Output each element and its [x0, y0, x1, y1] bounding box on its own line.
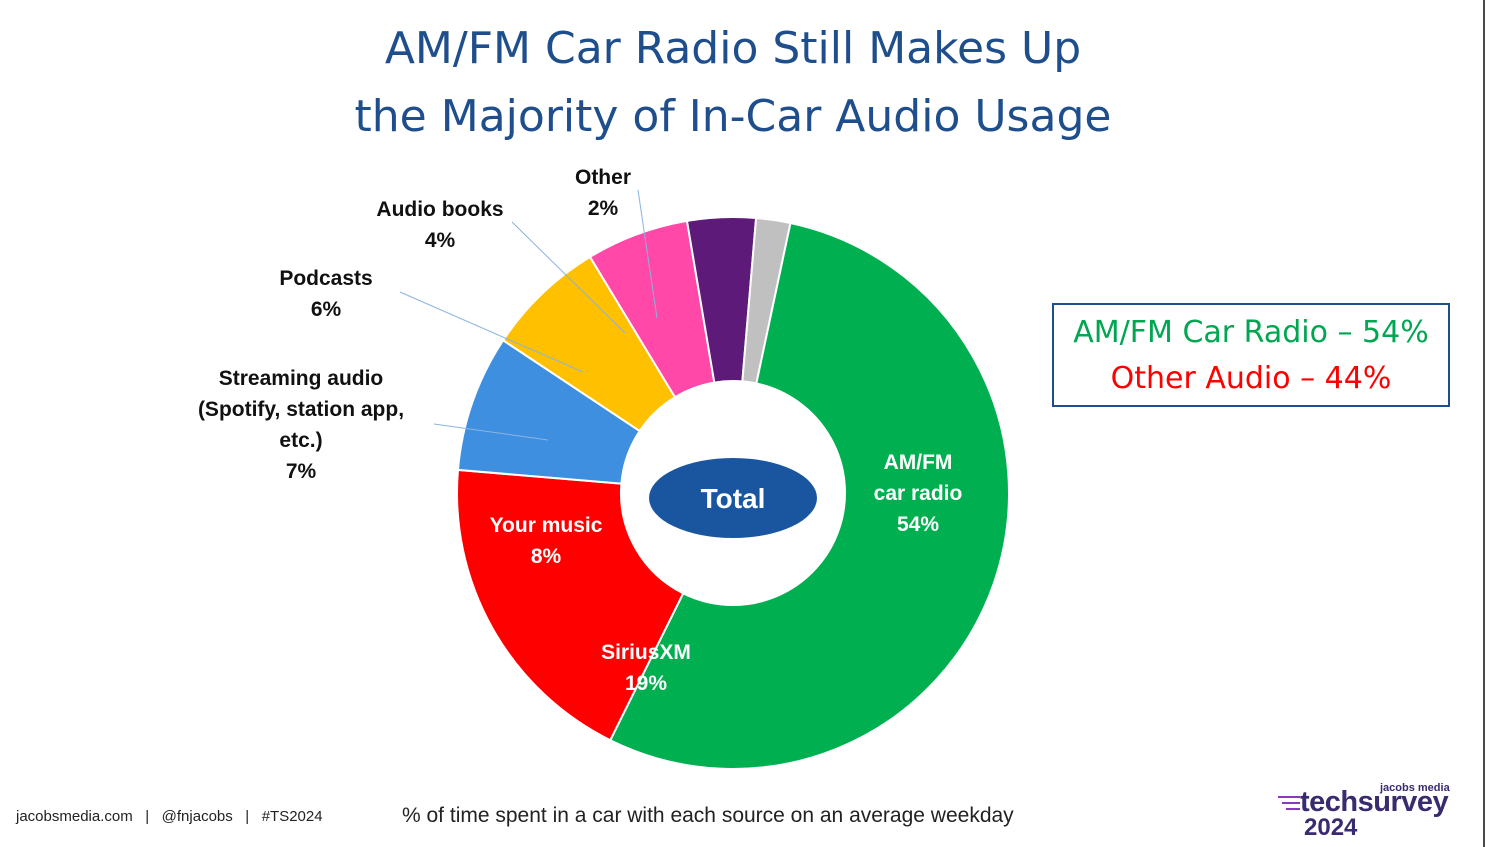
slide-edge-line	[1483, 0, 1485, 847]
slide-title-line1: AM/FM Car Radio Still Makes Up	[384, 23, 1082, 74]
callout-other-line: Other Audio – 44%	[1110, 361, 1392, 396]
slice-label-2-line-0: Your music	[490, 514, 603, 537]
footer-website[interactable]: jacobsmedia.com	[16, 808, 133, 825]
footer-sep-2: |	[245, 808, 250, 825]
slice-label-5-line-1: 4%	[425, 229, 456, 252]
leader-line-5	[511, 221, 626, 334]
footer-handle[interactable]: @fnjacobs	[161, 808, 233, 825]
leader-line-6	[637, 189, 658, 319]
slice-label-4-line-0: Podcasts	[279, 267, 372, 290]
slide-title-line2: the Majority of In-Car Audio Usage	[354, 91, 1112, 142]
logo-year: 2024	[1304, 814, 1358, 841]
slice-label-4-line-1: 6%	[311, 298, 342, 321]
leader-line-4	[399, 291, 584, 373]
logo-techsurvey: techsurvey	[1300, 786, 1449, 818]
slice-label-0-line-1: car radio	[874, 482, 963, 505]
slice-label-5-line-0: Audio books	[376, 198, 503, 221]
slice-label-3-line-3: 7%	[286, 460, 317, 483]
center-label-text: Total	[701, 483, 766, 514]
slice-label-1-line-1: 19%	[625, 672, 667, 695]
techsurvey-logo: jacobs media techsurvey 2024	[1278, 782, 1478, 842]
footer-links: jacobsmedia.com | @fnjacobs | #TS2024	[16, 808, 323, 825]
slice-label-2-line-1: 8%	[531, 545, 562, 568]
slice-label-3-line-1: (Spotify, station app,	[198, 398, 404, 421]
slice-label-6-line-0: Other	[575, 166, 631, 189]
center-label-badge	[649, 458, 817, 538]
footer-hashtag[interactable]: #TS2024	[261, 808, 323, 825]
donut-slice-amfm	[608, 221, 1010, 770]
summary-callout-box: AM/FM Car Radio – 54% Other Audio – 44%	[1052, 303, 1450, 407]
slice-label-3-line-2: etc.)	[279, 429, 322, 452]
callout-amfm-line: AM/FM Car Radio – 54%	[1073, 315, 1429, 350]
slice-label-1-line-0: SiriusXM	[601, 641, 691, 664]
slice-label-0-line-0: AM/FM	[884, 451, 953, 474]
donut-slice-siriusxm	[456, 468, 685, 742]
footer-sep-1: |	[145, 808, 150, 825]
donut-slice-other	[741, 216, 792, 385]
leader-line-3	[433, 423, 549, 441]
logo-speed-line-3	[1286, 808, 1300, 810]
slice-label-6-line-1: 2%	[588, 197, 619, 220]
slice-label-0-line-2: 54%	[897, 513, 939, 536]
slice-labels: AM/FM car radio 54% SiriusXM 19% Your music 8%…	[198, 166, 962, 695]
slice-label-3-line-0: Streaming audio	[219, 367, 384, 390]
logo-jacobs-media: jacobs media	[1380, 782, 1450, 794]
logo-speed-line-1	[1278, 796, 1300, 798]
donut-slices	[456, 216, 1010, 770]
chart-caption: % of time spent in a car with each sourc…	[402, 804, 1014, 827]
logo-speed-line-2	[1282, 802, 1300, 804]
